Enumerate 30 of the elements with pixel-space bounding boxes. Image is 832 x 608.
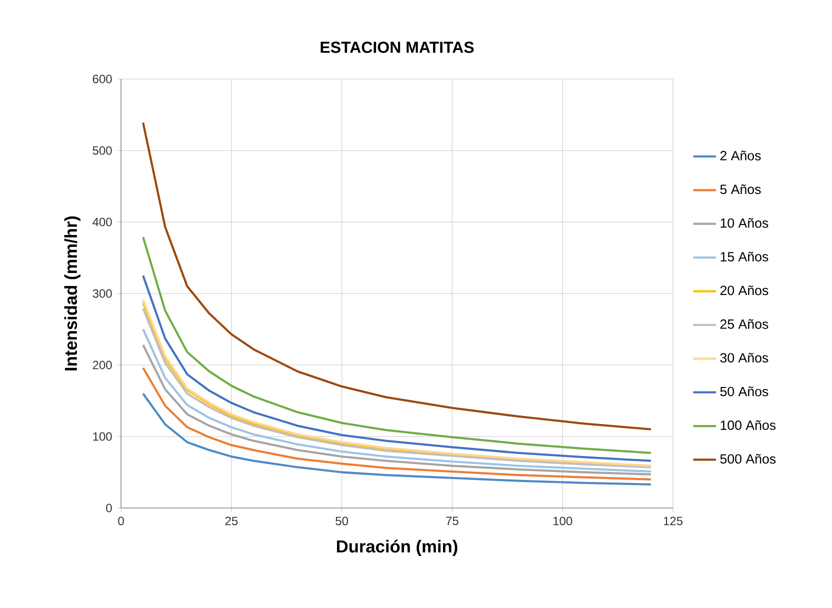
legend-label: 25 Años [720,319,768,329]
legend-label: 50 Años [720,386,768,396]
line-series [142,366,652,480]
legend-label: 20 Años [720,285,768,296]
y-tick-label: 100 [93,432,112,441]
y-tick-label: 300 [92,289,112,298]
chart-title: ESTACION MATITAS [320,42,474,53]
x-tick-label: 25 [225,516,238,526]
y-tick-label: 600 [92,74,112,84]
legend-label: 5 Años [720,184,761,194]
x-tick-label: 50 [336,516,348,526]
x-tick-label: 0 [118,516,124,526]
x-tick-label: 100 [554,516,572,526]
x-axis-title: Duración (min) [337,540,458,556]
legend-label: 100 Años [720,420,776,430]
line-series [142,274,652,462]
x-tick-label: 75 [446,516,458,526]
y-tick-label: 500 [92,146,112,155]
y-axis-title: Intensidad (mm/hr) [64,216,80,370]
legend-label: 500 Años [720,454,776,464]
y-tick-label: 400 [92,218,112,226]
legend-label: 15 Años [720,252,768,262]
line-series [142,122,652,430]
legend-label: 30 Años [720,352,768,363]
line-series [142,236,652,454]
y-tick-label: 200 [92,360,112,370]
y-tick-label: 0 [106,504,112,512]
legend-label: 2 Años [720,150,761,160]
x-tick-label: 125 [664,516,683,526]
legend-label: 10 Años [720,218,768,228]
